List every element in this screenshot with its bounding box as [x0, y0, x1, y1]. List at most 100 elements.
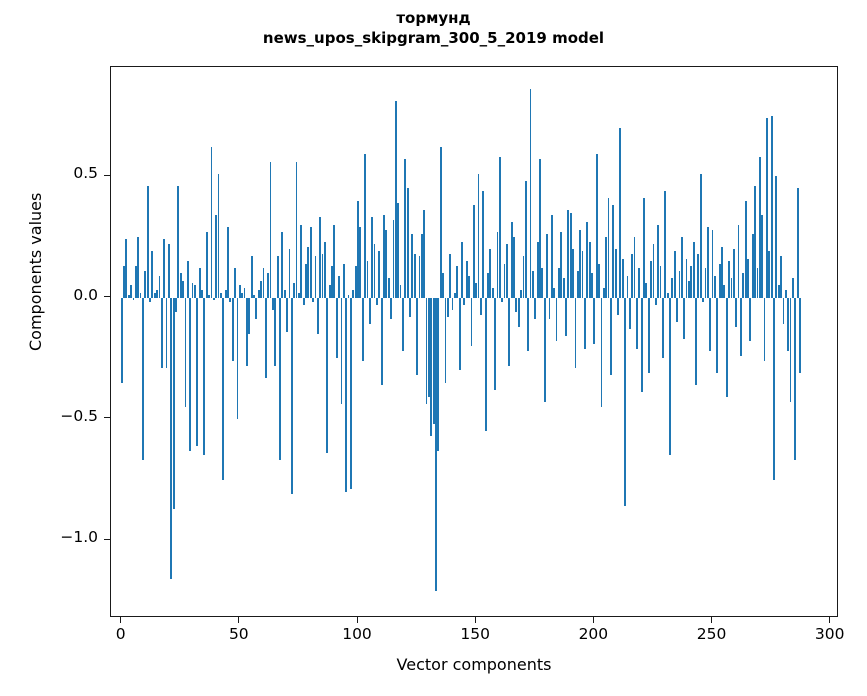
bar: [591, 273, 593, 298]
bar: [288, 249, 291, 298]
bar: [349, 297, 352, 490]
x-tick-label: 200: [578, 625, 609, 643]
bar: [602, 287, 605, 298]
bar: [130, 285, 133, 298]
bar: [309, 227, 312, 298]
bar: [768, 251, 771, 298]
bar: [534, 297, 537, 320]
bar: [732, 249, 735, 298]
bar: [555, 297, 558, 342]
bar: [758, 156, 761, 298]
bar: [342, 263, 345, 298]
bar: [579, 229, 582, 298]
bar: [205, 232, 208, 298]
x-tick-label: 50: [228, 625, 249, 643]
bar: [442, 273, 445, 298]
bar: [787, 297, 790, 351]
bar: [626, 275, 629, 298]
bar: [175, 297, 177, 313]
bar: [427, 297, 430, 398]
bar: [465, 261, 468, 298]
bar: [146, 185, 149, 298]
bar: [583, 297, 586, 349]
y-tick-label: 0.5: [73, 164, 98, 183]
x-tick-mark: [592, 617, 594, 623]
bar: [231, 297, 234, 361]
bar: [158, 275, 161, 298]
bar: [524, 181, 527, 298]
bar: [782, 297, 785, 325]
bar: [515, 297, 518, 313]
bar: [541, 268, 544, 298]
bar: [659, 266, 662, 298]
bar: [654, 297, 657, 305]
bar: [470, 297, 473, 347]
bar: [123, 266, 125, 298]
bar: [316, 297, 319, 334]
bar: [423, 210, 426, 298]
x-tick-mark: [829, 617, 831, 623]
bar: [264, 297, 267, 378]
bar: [338, 275, 341, 298]
bar: [777, 285, 780, 298]
bar: [761, 215, 764, 298]
bar: [491, 287, 494, 298]
y-tick-label: −1.0: [60, 528, 98, 547]
bar: [378, 251, 381, 298]
bar: [335, 297, 338, 359]
bar: [751, 234, 754, 298]
bar: [546, 234, 549, 298]
bar: [645, 283, 648, 298]
bar: [742, 273, 745, 298]
bar: [165, 297, 168, 368]
bar: [614, 249, 617, 298]
bar: [196, 297, 199, 446]
bar: [775, 176, 778, 298]
bar: [229, 297, 232, 303]
bar: [236, 297, 239, 419]
bar: [186, 261, 189, 298]
bar: [510, 222, 513, 298]
bar: [409, 297, 411, 317]
bar: [139, 292, 142, 298]
bar: [347, 295, 350, 298]
bar: [390, 297, 393, 320]
bar: [569, 212, 572, 298]
bar: [539, 159, 541, 298]
y-tick-mark: [104, 174, 110, 176]
bar: [420, 234, 423, 298]
bar: [191, 283, 194, 298]
bar: [435, 297, 437, 592]
bar: [770, 115, 773, 298]
bar: [399, 285, 402, 298]
bar: [709, 297, 712, 351]
y-tick-mark: [104, 538, 110, 540]
bar: [212, 297, 215, 301]
bar: [238, 285, 241, 298]
bar: [219, 292, 222, 298]
bar: [588, 241, 591, 298]
bar: [628, 297, 631, 330]
bar: [193, 285, 196, 298]
bar: [640, 297, 643, 393]
bar: [446, 297, 449, 317]
bar: [297, 292, 300, 298]
bar: [548, 297, 551, 320]
bar: [687, 280, 690, 298]
bar: [463, 297, 466, 305]
bar: [224, 290, 227, 298]
y-axis-label: Components values: [26, 192, 45, 351]
bar: [595, 154, 598, 298]
bar: [572, 249, 575, 298]
bar: [531, 270, 534, 298]
bar: [210, 147, 213, 298]
bar: [673, 251, 676, 298]
bar: [134, 266, 137, 298]
bar: [331, 266, 333, 298]
bar: [401, 297, 404, 351]
bar: [723, 285, 726, 298]
x-tick-mark: [356, 617, 358, 623]
bar: [773, 297, 775, 480]
bar: [487, 273, 489, 298]
bar: [243, 287, 246, 298]
